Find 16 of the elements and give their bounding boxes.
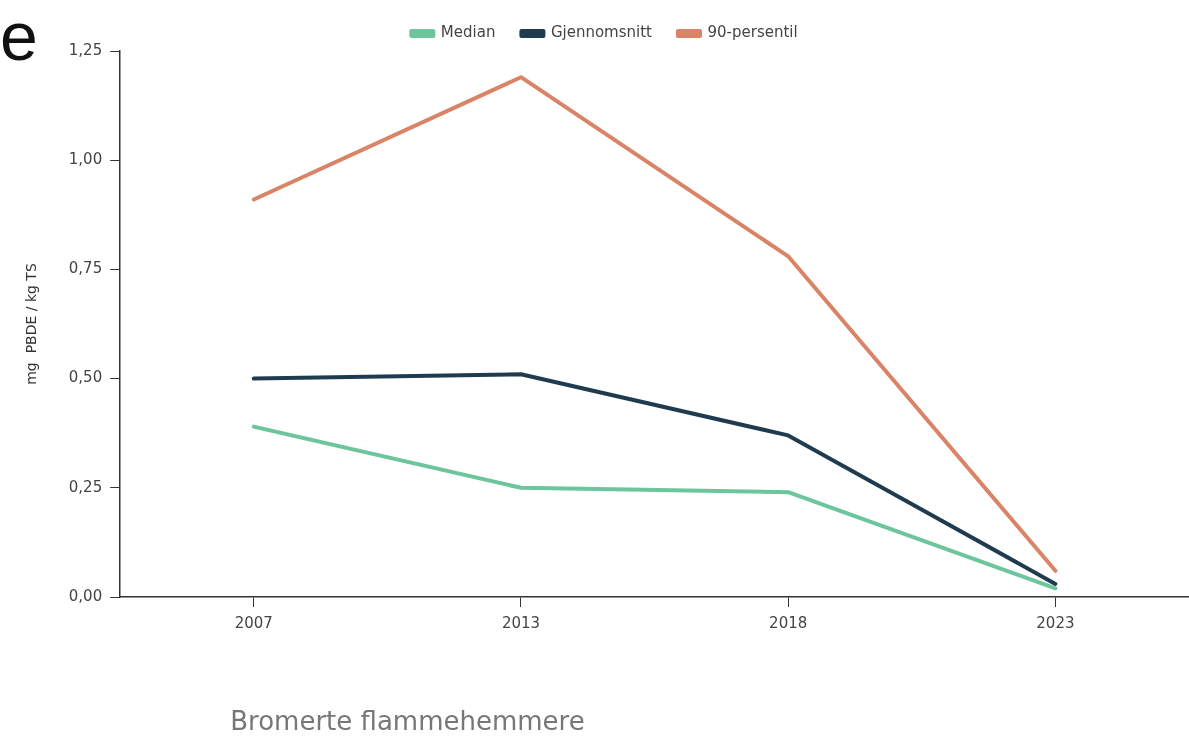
- legend-label: 90-persentil: [707, 23, 798, 42]
- y-tick-label: 1,25: [68, 40, 103, 59]
- x-tick-label: 2013: [501, 613, 541, 632]
- legend-label: Median: [440, 23, 496, 42]
- y-tick-label: 1,00: [68, 150, 103, 169]
- text: e: [0, 0, 38, 74]
- y-tick-label: 0,75: [68, 259, 103, 278]
- x-tick-label: 2018: [769, 613, 808, 632]
- text: Bromerte flammehemmere: [230, 706, 585, 736]
- y-tick-label: 0,50: [68, 368, 103, 387]
- y-tick-label: 0,25: [68, 477, 103, 496]
- legend-label: Gjennomsnitt: [550, 23, 653, 42]
- y-axis-title: mg PBDE / kg TS: [23, 263, 40, 385]
- x-tick-label: 2023: [1036, 613, 1075, 632]
- y-tick-label: 0,00: [68, 586, 103, 605]
- x-tick-label: 2007: [234, 613, 273, 632]
